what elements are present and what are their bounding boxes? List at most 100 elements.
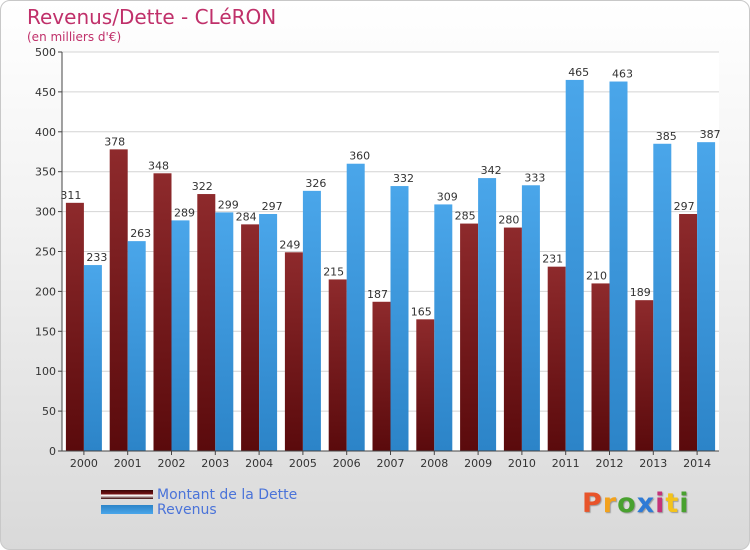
x-tick-label: 2005	[289, 457, 317, 470]
logo-letter: i	[679, 488, 690, 519]
legend-label-revenus: Revenus	[157, 501, 217, 518]
data-label-dette: 284	[236, 210, 257, 223]
data-label-dette: 249	[279, 238, 300, 251]
data-label-revenus: 263	[130, 227, 151, 240]
data-label-dette: 311	[60, 189, 81, 202]
data-label-dette: 378	[104, 135, 125, 148]
bar-revenus	[171, 220, 190, 451]
bar-revenus	[697, 142, 716, 451]
bar-dette	[547, 266, 566, 451]
x-tick-label: 2008	[420, 457, 448, 470]
data-label-dette: 231	[542, 253, 563, 266]
bar-revenus	[521, 185, 540, 452]
legend-label-dette: Montant de la Dette	[157, 486, 298, 503]
bar-revenus	[609, 81, 628, 451]
x-tick-label: 2011	[552, 457, 580, 470]
data-label-revenus: 297	[262, 200, 283, 213]
y-tick-label: 350	[35, 166, 56, 179]
data-label-revenus: 387	[700, 128, 721, 141]
axis-layer: 0 50 100 150 200 250 300 350 400 450 500 2000 2001 20…	[35, 46, 719, 470]
y-tick-label: 450	[35, 86, 56, 99]
y-tick-label: 50	[42, 405, 56, 418]
bar-dette	[284, 252, 303, 451]
chart-title: Revenus/Dette - CLéRON	[27, 5, 277, 29]
data-label-dette: 297	[674, 200, 695, 213]
x-tick-label: 2012	[596, 457, 624, 470]
legend-swatch-revenus	[101, 505, 153, 514]
x-tick-label: 2007	[377, 457, 405, 470]
y-tick-label: 0	[49, 445, 56, 458]
data-label-dette: 189	[630, 286, 651, 299]
bar-dette	[197, 194, 216, 451]
data-label-revenus: 233	[86, 251, 107, 264]
x-tick-label: 2010	[508, 457, 536, 470]
data-label-revenus: 332	[393, 172, 414, 185]
x-tick-label: 2000	[70, 457, 98, 470]
data-label-revenus: 326	[305, 177, 326, 190]
data-label-revenus: 465	[568, 66, 589, 79]
data-label-revenus: 333	[524, 171, 545, 184]
bar-dette	[372, 301, 391, 451]
legend: Montant de la Dette Revenus	[101, 486, 298, 518]
y-tick-label: 100	[35, 365, 56, 378]
logo-letter: P	[582, 488, 603, 519]
bar-revenus	[653, 143, 672, 451]
logo-letter: x	[636, 488, 656, 519]
legend-swatch-dette	[101, 490, 153, 499]
data-label-dette: 215	[323, 265, 344, 278]
data-label-dette: 285	[455, 210, 476, 223]
bar-revenus	[83, 265, 102, 451]
bar-revenus	[434, 204, 453, 451]
data-label-dette: 348	[148, 159, 169, 172]
y-tick-label: 300	[35, 206, 56, 219]
y-tick-label: 250	[35, 246, 56, 259]
y-tick-label: 500	[35, 46, 56, 59]
bar-dette	[679, 213, 698, 451]
y-tick-label: 200	[35, 285, 56, 298]
bar-revenus	[478, 178, 497, 452]
bar-dette	[328, 279, 347, 451]
bar-revenus	[565, 79, 584, 452]
bar-dette	[109, 149, 128, 451]
legend-item-dette: Montant de la Dette	[101, 486, 298, 503]
logo-letter: r	[602, 488, 618, 519]
x-tick-label: 2002	[158, 457, 186, 470]
chart-subtitle: (en milliers d'€)	[27, 30, 122, 44]
x-tick-label: 2001	[114, 457, 142, 470]
bar-revenus	[215, 212, 234, 451]
y-tick-label: 150	[35, 325, 56, 338]
logo-letter: i	[655, 488, 666, 519]
y-tick-label: 400	[35, 126, 56, 139]
data-label-revenus: 299	[218, 198, 239, 211]
legend-item-revenus: Revenus	[101, 501, 297, 518]
bar-revenus	[127, 241, 146, 451]
data-label-revenus: 463	[612, 68, 633, 81]
data-label-dette: 165	[411, 305, 432, 318]
x-tick-label: 2003	[201, 457, 229, 470]
data-label-revenus: 309	[437, 190, 458, 203]
bar-revenus	[390, 186, 409, 451]
bar-dette	[591, 283, 610, 451]
bar-dette	[503, 227, 522, 451]
logo-letter: t	[665, 488, 680, 519]
data-label-revenus: 360	[349, 150, 370, 163]
bar-dette	[416, 319, 435, 451]
proxiti-logo: Proxiti	[582, 488, 690, 519]
data-label-revenus: 342	[481, 164, 502, 177]
data-label-dette: 280	[498, 214, 519, 227]
bar-revenus	[259, 213, 278, 451]
bar-dette	[460, 223, 479, 451]
x-tick-label: 2004	[245, 457, 273, 470]
x-tick-label: 2006	[333, 457, 361, 470]
bar-revenus	[302, 190, 321, 452]
bar-dette	[241, 224, 260, 451]
data-label-revenus: 385	[656, 130, 677, 143]
x-tick-label: 2009	[464, 457, 492, 470]
bar-dette	[65, 202, 84, 451]
bar-dette	[153, 173, 172, 451]
logo-letter: o	[617, 488, 637, 519]
data-label-dette: 187	[367, 288, 388, 301]
